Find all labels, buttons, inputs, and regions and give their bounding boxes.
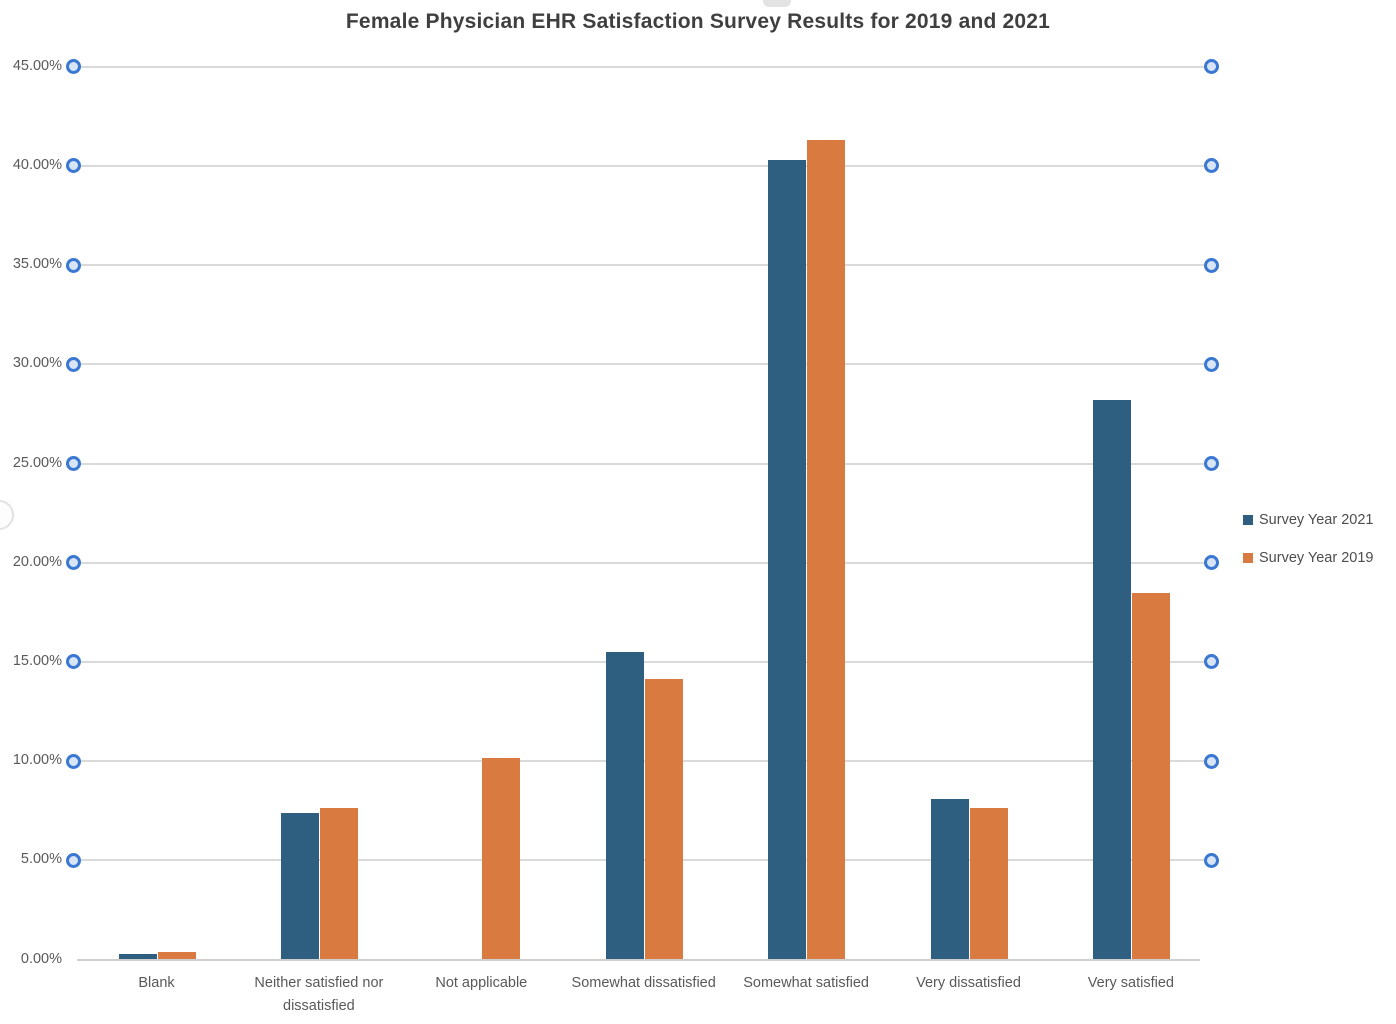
gridline-right-handle[interactable] [1203, 555, 1219, 571]
top-scroll-handle[interactable] [763, 0, 791, 7]
chart-title: Female Physician EHR Satisfaction Survey… [345, 10, 1051, 33]
gridline-right-handle[interactable] [1203, 654, 1219, 670]
gridline [81, 462, 1204, 465]
x-axis-category-label: Not applicable [435, 975, 528, 991]
gridline-right-handle[interactable] [1203, 852, 1219, 868]
gridline [81, 164, 1204, 167]
gridline [81, 363, 1204, 366]
y-axis-tick-label: 10.00% [12, 752, 62, 769]
y-axis-tick-label: 0.00% [20, 950, 62, 967]
y-axis-tick-label: 45.00% [12, 57, 62, 74]
gridline-left-handle[interactable] [66, 356, 81, 372]
bar-2019-blank [157, 951, 196, 960]
bar-2019-very-satisfied [1131, 593, 1170, 960]
gridline-left-handle[interactable] [66, 59, 81, 75]
y-axis-tick-label: 20.00% [12, 553, 62, 570]
x-axis-line [77, 958, 1200, 961]
bar-2021-neither-satisfied-nor-dissatisfied [280, 812, 319, 960]
bar-2019-neither-satisfied-nor-dissatisfied [319, 807, 358, 960]
y-axis-tick-label: 40.00% [12, 156, 62, 173]
x-axis-category-label: Very satisfied [1087, 975, 1175, 991]
left-edge-handle-icon [0, 500, 14, 530]
y-axis-tick-label: 5.00% [20, 851, 62, 868]
gridline-right-handle[interactable] [1203, 59, 1219, 75]
gridline-left-handle[interactable] [66, 158, 81, 174]
bar-2021-blank [118, 953, 157, 960]
bar-2021-very-satisfied [1092, 400, 1131, 960]
gridline-left-handle[interactable] [66, 555, 81, 571]
gridline-left-handle[interactable] [66, 257, 81, 273]
legend-swatch-2021-icon [1243, 515, 1253, 525]
bar-2019-somewhat-satisfied [807, 140, 846, 960]
x-axis-category-label: Somewhat dissatisfied [571, 975, 716, 991]
bar-2019-somewhat-dissatisfied [644, 678, 683, 960]
gridline-left-handle[interactable] [66, 852, 81, 868]
bar-2021-somewhat-dissatisfied [605, 651, 644, 960]
gridline-right-handle[interactable] [1203, 753, 1219, 769]
gridline [81, 65, 1204, 68]
gridline [81, 264, 1204, 267]
bar-2019-very-dissatisfied [969, 807, 1008, 960]
gridline-right-handle[interactable] [1203, 356, 1219, 372]
x-axis-category-label: Neither satisfied nor dissatisfied [254, 975, 384, 1014]
bar-2019-not-applicable [482, 758, 521, 960]
y-axis-tick-label: 15.00% [12, 652, 62, 669]
gridline-left-handle[interactable] [66, 654, 81, 670]
legend-item-2019: Survey Year 2019 [1243, 550, 1373, 566]
gridline-right-handle[interactable] [1203, 158, 1219, 174]
gridline [81, 561, 1204, 564]
x-axis-category-label: Blank [138, 975, 175, 991]
gridline-left-handle[interactable] [66, 753, 81, 769]
gridline-left-handle[interactable] [66, 456, 81, 471]
x-axis-category-label: Somewhat satisfied [743, 975, 869, 991]
x-axis-category-label: Very dissatisfied [916, 975, 1021, 991]
bar-2021-very-dissatisfied [930, 798, 969, 960]
gridline-right-handle[interactable] [1203, 257, 1219, 273]
legend: Survey Year 2021 Survey Year 2019 [1243, 512, 1373, 588]
legend-label-2019: Survey Year 2019 [1259, 550, 1374, 566]
y-axis-tick-label: 25.00% [12, 454, 62, 471]
y-axis-tick-label: 35.00% [12, 256, 62, 273]
bar-2021-somewhat-satisfied [768, 159, 807, 960]
legend-item-2021: Survey Year 2021 [1243, 512, 1373, 528]
legend-swatch-2019-icon [1243, 553, 1253, 563]
legend-label-2021: Survey Year 2021 [1259, 512, 1374, 528]
y-axis-tick-label: 30.00% [12, 355, 62, 372]
gridline-right-handle[interactable] [1203, 456, 1219, 471]
